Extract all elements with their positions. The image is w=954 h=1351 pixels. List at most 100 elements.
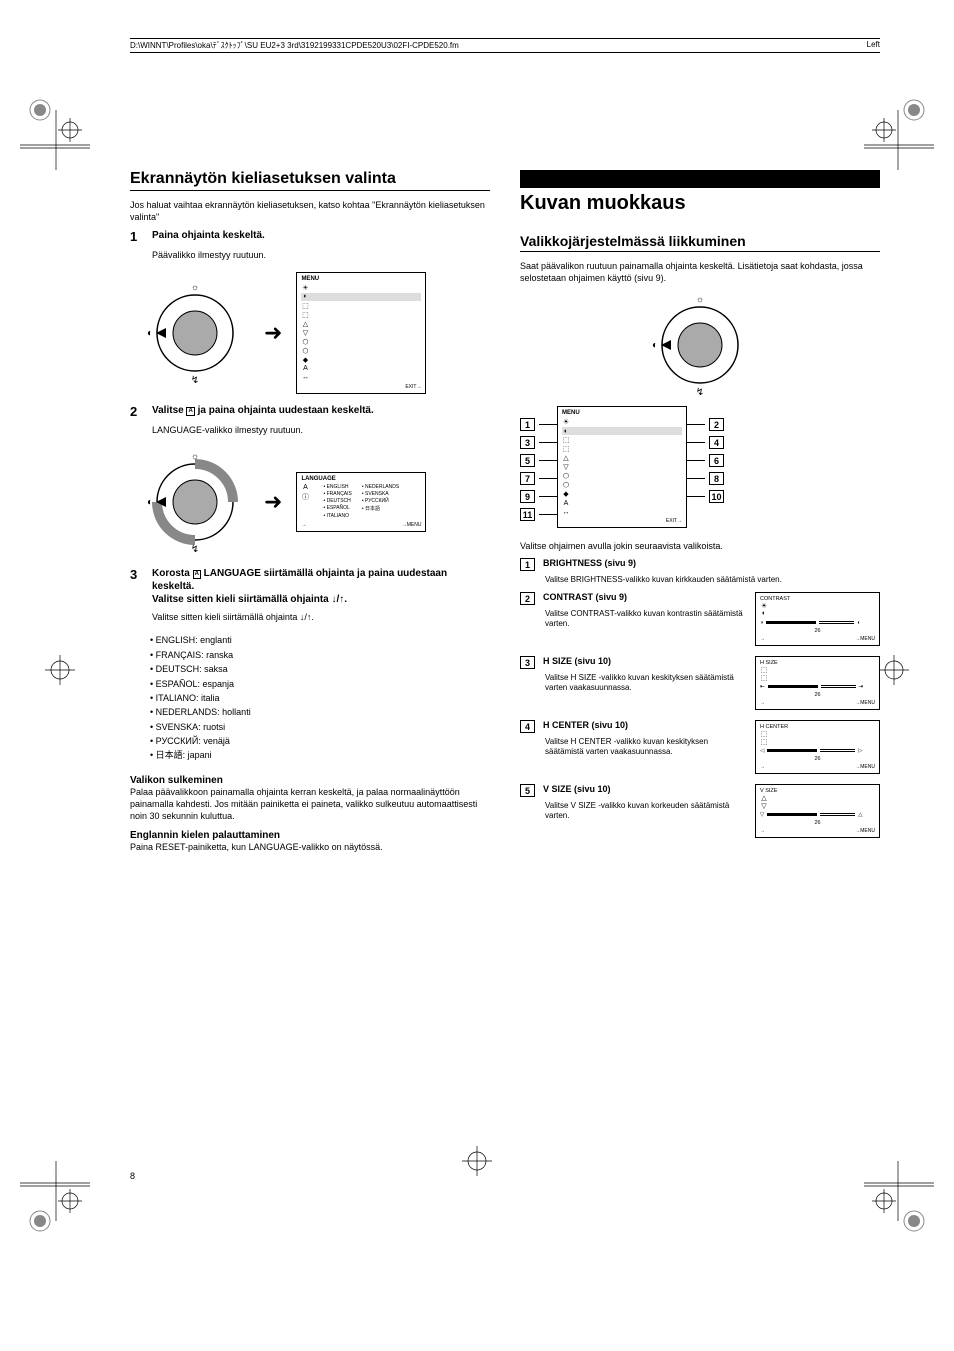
osd-language-menu: LANGUAGE A ⓘ ENGLISH NEDERLANDS FRANÇAIS…: [296, 472, 426, 532]
dial-icon-1: ☼ ◐ ↯: [140, 278, 250, 388]
mini-osd-contrast: CONTRAST ☀ ◐ ◑ ◐ 26 →→MENU: [755, 592, 880, 646]
item-4-name: H CENTER (sivu 10): [543, 720, 745, 733]
subsection-navigate: Valikkojärjestelmässä liikkuminen: [520, 233, 880, 252]
mo-hs-r: ⇥: [859, 684, 864, 690]
mo-hs-l: ⇤: [760, 684, 765, 690]
lang-nl: NEDERLANDS: hollanti: [150, 705, 490, 719]
lang-en: ENGLISH: englanti: [150, 633, 490, 647]
mo-hc-l: ◁: [760, 748, 764, 754]
overview-text: Valitse ohjaimen avulla jokin seuraavist…: [520, 540, 880, 552]
step-2-num: 2: [130, 404, 144, 419]
lang-de: DEUTSCH: saksa: [150, 662, 490, 676]
step-1-text: Paina ohjainta keskeltä.: [152, 229, 490, 244]
regmark-tr: [854, 90, 934, 170]
item-4-desc: Valitse H CENTER -valikko kuvan keskityk…: [545, 737, 745, 758]
header-file: D:\WINNT\Profiles\oka\ﾃﾞｽｸﾄｯﾌﾟ\SU EU2+3 …: [130, 40, 459, 51]
svg-text:☼: ☼: [696, 294, 704, 304]
svg-text:☼: ☼: [191, 282, 199, 292]
callout-5: 5: [520, 454, 535, 467]
regmark-bl: [20, 1161, 100, 1241]
ov-hint: EXIT→: [562, 518, 682, 524]
mo-vs-val: 26: [760, 820, 875, 826]
step-1-num: 1: [130, 229, 144, 244]
left-column: Ekrannäytön kieliasetuksen valinta Jos h…: [130, 170, 490, 859]
step-2-pre: Valitse: [152, 405, 186, 416]
mo-hc-val: 26: [760, 756, 875, 762]
item-3-name: H SIZE (sivu 10): [543, 656, 745, 669]
arrow-icon-2: ➜: [264, 489, 282, 515]
mini-osd-hsize: H SIZE ⬚ ⬚ ⇤ ⇥ 26 →→MENU: [755, 656, 880, 710]
callout-1: 1: [520, 418, 535, 431]
item-2-desc: Valitse CONTRAST-valikko kuvan kontrasti…: [545, 609, 745, 630]
mo-vs-r: △: [858, 812, 862, 818]
mo-l-icon: ◑: [760, 620, 763, 626]
regmark-br: [854, 1161, 934, 1241]
osd1-hint: EXIT→: [301, 384, 421, 390]
reset-text: Paina RESET-painiketta, kun LANGUAGE-val…: [130, 841, 490, 853]
item-1-desc: Valitse BRIGHTNESS-valikko kuvan kirkkau…: [545, 575, 880, 585]
right-intro: Saat päävalikon ruutuun painamalla ohjai…: [520, 260, 880, 284]
section-title-adjust: Kuvan muokkaus: [520, 192, 880, 215]
item-2-name: CONTRAST (sivu 9): [543, 592, 745, 605]
osd-lang-en: ENGLISH: [323, 484, 351, 490]
step-2-text: Valitse A ja paina ohjainta uudestaan ke…: [152, 404, 490, 419]
mini-osd-vsize: V SIZE △ ▽ ▽ △ 26 →→MENU: [755, 784, 880, 838]
page-number: 8: [130, 1171, 135, 1181]
step-1-desc: Päävalikko ilmestyy ruutuun.: [152, 250, 490, 262]
item-1-num: 1: [520, 558, 535, 571]
right-column: Kuvan muokkaus Valikkojärjestelmässä lii…: [520, 170, 880, 859]
callout-9: 9: [520, 490, 535, 503]
language-list: ENGLISH: englanti FRANÇAIS: ranska DEUTS…: [150, 633, 490, 763]
mo-r-icon: ◐: [857, 620, 860, 626]
item-3-desc: Valitse H SIZE -valikko kuvan keskitykse…: [545, 673, 745, 694]
callout-2: 2: [709, 418, 724, 431]
item-3-num: 3: [520, 656, 535, 669]
item-4-num: 4: [520, 720, 535, 733]
mo-hs-val: 26: [760, 692, 875, 698]
osd-lang-nl: NEDERLANDS: [362, 484, 399, 490]
item-2-num: 2: [520, 592, 535, 605]
callout-4: 4: [709, 436, 724, 449]
svg-text:◐: ◐: [652, 340, 658, 351]
osd-overview: MENU ☀ ◐ ⬚ ⬚ △ ▽ ⬡ ⬡ ◆ A ↔ EXIT→: [557, 406, 687, 528]
lang-intro: Jos haluat vaihtaa ekrannäytön kieliaset…: [130, 199, 490, 223]
lang-jp: 日本語: japani: [150, 748, 490, 762]
callout-11: 11: [520, 508, 535, 521]
step-2-post: ja paina ohjainta uudestaan keskeltä.: [195, 405, 374, 416]
callout-8: 8: [709, 472, 724, 485]
regmark-ml: [20, 630, 100, 710]
svg-text:◐: ◐: [147, 328, 153, 339]
lang-ru: РУССКИЙ: venäjä: [150, 734, 490, 748]
step-3-desc: Valitse sitten kieli siirtämällä ohjaint…: [152, 612, 490, 624]
osd-lang-jp: 日本語: [362, 505, 399, 512]
close-title: Valikon sulkeminen: [130, 775, 490, 786]
lang-inline-icon: A: [186, 407, 194, 416]
dial-icon-right: ☼ ◐ ↯: [645, 290, 755, 400]
callout-3: 3: [520, 436, 535, 449]
callout-6: 6: [709, 454, 724, 467]
item-5-num: 5: [520, 784, 535, 797]
osd-lang-de: DEUTSCH: [323, 498, 351, 504]
mini-osd-hcenter: H CENTER ⬚ ⬚ ◁ ▷ 26 →→MENU: [755, 720, 880, 774]
osd2-title: LANGUAGE: [301, 476, 421, 482]
item-5-desc: Valitse V SIZE -valikko kuvan korkeuden …: [545, 801, 745, 822]
svg-text:☼: ☼: [191, 451, 199, 461]
header-masterpage: Left: [867, 40, 880, 51]
osd1-title: MENU: [301, 276, 421, 282]
mo-hc-r: ▷: [858, 748, 862, 754]
menu-overview-diagram: 1 3 5 7 9 11 MENU ☀ ◐ ⬚ ⬚ △ ▽: [520, 406, 880, 528]
svg-text:↯: ↯: [191, 375, 199, 386]
osd2-footer-l: →: [301, 522, 306, 528]
lang-it: ITALIANO: italia: [150, 691, 490, 705]
reset-title: Englannin kielen palauttaminen: [130, 830, 490, 841]
black-bar: [520, 170, 880, 188]
osd-lang-es: ESPAÑOL: [323, 505, 351, 512]
close-text: Palaa päävalikkoon painamalla ohjainta k…: [130, 786, 490, 822]
callout-7: 7: [520, 472, 535, 485]
lang-sv: SVENSKA: ruotsi: [150, 720, 490, 734]
lang-fr: FRANÇAIS: ranska: [150, 648, 490, 662]
callout-10: 10: [709, 490, 724, 503]
osd-main-menu-1: MENU ☀ ◐ ⬚ ⬚ △ ▽ ⬡ ⬡ ◆ A ↔ EXIT→: [296, 272, 426, 394]
svg-text:↯: ↯: [191, 544, 199, 555]
lang-es: ESPAÑOL: espanja: [150, 677, 490, 691]
